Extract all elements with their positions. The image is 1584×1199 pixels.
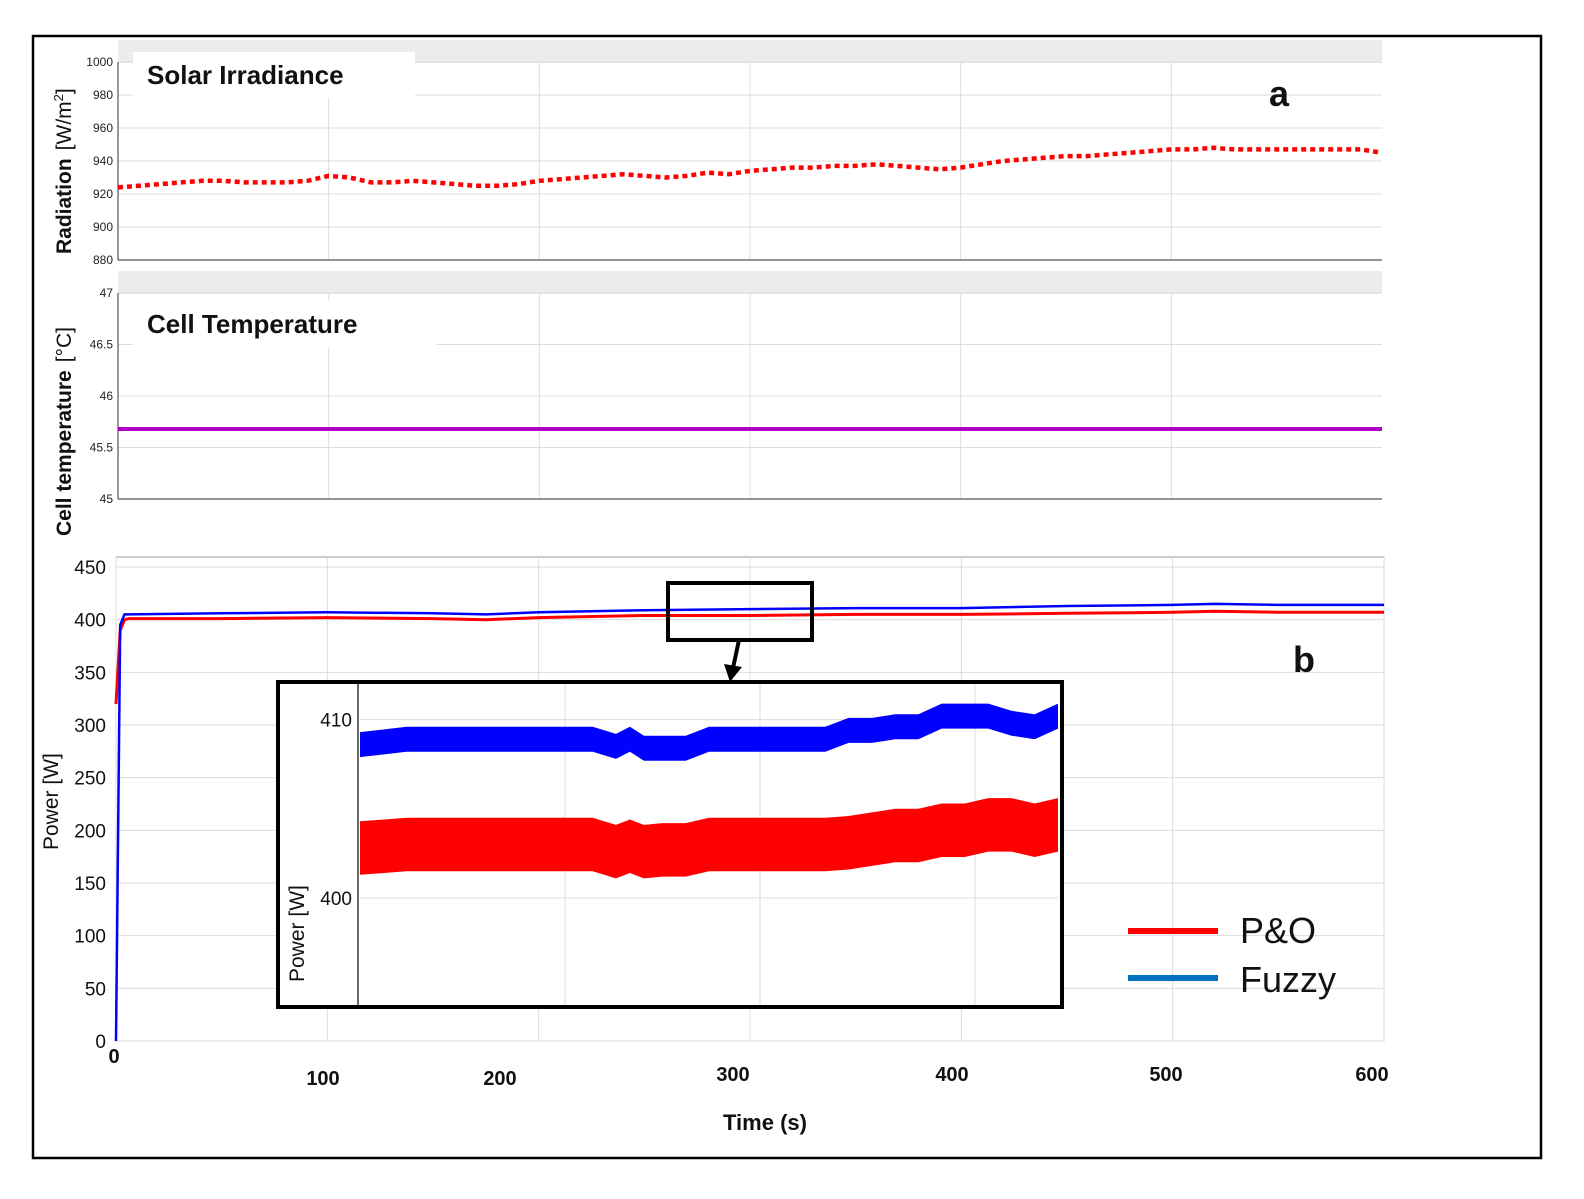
irradiance-y-tick-label: 920	[93, 187, 113, 201]
irradiance-y-label-unit: [W/m	[53, 101, 76, 150]
irradiance-title-box	[133, 52, 415, 98]
inset-y-tick-label: 410	[320, 711, 352, 732]
power-x-tick-label: 600	[1355, 1064, 1388, 1086]
irradiance-y-ticks: 880 900 920 940 960 980 1000	[86, 55, 113, 267]
temperature-y-tick-label: 46	[100, 389, 114, 403]
power-y-axis-label: Power [W]	[40, 753, 63, 850]
temperature-grid	[117, 292, 1382, 500]
inset-po-band	[360, 798, 1058, 879]
power-y-tick-label: 200	[74, 821, 106, 842]
temperature-y-tick-label: 47	[100, 286, 114, 300]
power-y-tick-label: 400	[74, 611, 106, 632]
power-x-axis-label: Time (s)	[723, 1110, 807, 1135]
temperature-y-axis-label: Cell temperature [°C]	[53, 327, 76, 536]
irradiance-y-tick-label: 960	[93, 121, 113, 135]
irradiance-y-axis-label: Radiation [W/m2]	[51, 88, 76, 254]
legend-fuzzy-label: Fuzzy	[1240, 959, 1336, 1000]
irradiance-y-tick-label: 880	[93, 253, 113, 267]
zoom-region-box	[666, 581, 814, 642]
temperature-y-label-unit: [°C]	[53, 327, 76, 362]
inset-zoom: 400 410 Power [W]	[276, 680, 1064, 1009]
temperature-y-tick-label: 46.5	[90, 338, 114, 352]
power-x-ticks: 0 100 200 300 400 500 600	[108, 1046, 1388, 1090]
temperature-y-label-main: Cell temperature	[53, 370, 76, 536]
temperature-header-band	[118, 271, 1382, 294]
legend-po-label: P&O	[1240, 910, 1316, 951]
power-y-tick-label: 300	[74, 716, 106, 737]
inset-y-tick-label: 400	[320, 889, 352, 910]
inset-fuzzy-band	[360, 703, 1058, 761]
temperature-title-box	[133, 300, 437, 348]
irradiance-title: Solar Irradiance	[147, 60, 344, 90]
power-y-tick-label: 50	[85, 979, 106, 1000]
power-y-tick-label: 250	[74, 769, 106, 790]
power-x-tick-label: 300	[716, 1064, 749, 1086]
inset-y-ticks: 400 410	[320, 711, 352, 910]
power-x-tick-label: 100	[306, 1068, 339, 1090]
power-y-tick-label: 100	[74, 927, 106, 948]
temperature-title: Cell Temperature	[147, 309, 357, 339]
power-x-tick-label: 400	[935, 1064, 968, 1086]
temperature-y-tick-label: 45.5	[90, 441, 114, 455]
po-series-line	[114, 609, 1384, 704]
panel-letter-a: a	[1269, 73, 1290, 114]
zoom-arrow-shaft	[731, 639, 741, 669]
fuzzy-series-line	[114, 602, 1384, 1042]
irradiance-y-tick-label: 1000	[86, 55, 113, 69]
temperature-y-ticks: 45 45.5 46 46.5 47	[90, 286, 114, 506]
inset-y-axis-label: Power [W]	[286, 885, 309, 982]
panel-letter-b: b	[1293, 639, 1315, 680]
temperature-panel: Cell Temperature 45 45.5 46 46.5 47 Cell tem…	[53, 271, 1382, 536]
power-y-tick-label: 0	[95, 1032, 106, 1053]
irradiance-y-label-unit-sup: 2	[51, 94, 66, 101]
power-x-tick-label: 500	[1149, 1064, 1182, 1086]
legend: P&O Fuzzy	[1128, 910, 1336, 1000]
irradiance-y-tick-label: 940	[93, 154, 113, 168]
power-y-tick-label: 150	[74, 874, 106, 895]
irradiance-y-tick-label: 900	[93, 220, 113, 234]
irradiance-y-label-unit-end: ]	[53, 88, 76, 94]
power-y-ticks: 0 50 100 150 200 250 300 350 400 450	[74, 558, 106, 1053]
zoom-arrow-head	[724, 664, 742, 682]
irradiance-series-line	[117, 145, 1383, 190]
power-x-tick-label: 0	[108, 1046, 119, 1068]
power-x-tick-label: 200	[483, 1068, 516, 1090]
irradiance-panel: Solar Irradiance a 880 900 920 940 960 980 100…	[51, 40, 1383, 267]
temperature-y-tick-label: 45	[100, 492, 114, 506]
power-y-tick-label: 450	[74, 558, 106, 579]
irradiance-y-label-main: Radiation	[53, 158, 76, 254]
irradiance-header-band	[118, 40, 1382, 63]
irradiance-y-tick-label: 980	[93, 88, 113, 102]
power-y-tick-label: 350	[74, 663, 106, 684]
